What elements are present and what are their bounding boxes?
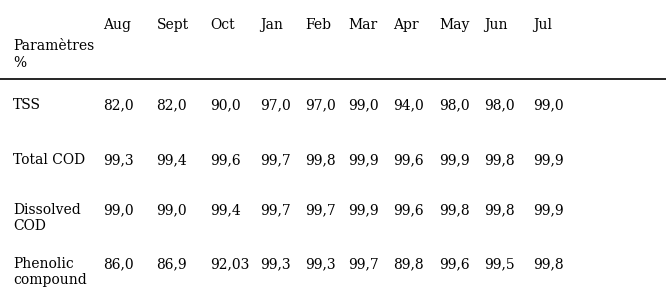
Text: 99,9: 99,9 [348,154,379,167]
Text: 82,0: 82,0 [103,98,134,112]
Text: 99,0: 99,0 [103,203,134,217]
Text: 99,9: 99,9 [533,203,563,217]
Text: Jul: Jul [533,18,552,32]
Text: 99,9: 99,9 [533,154,563,167]
Text: 99,0: 99,0 [157,203,187,217]
Text: 99,7: 99,7 [260,203,290,217]
Text: 90,0: 90,0 [210,98,240,112]
Text: 89,8: 89,8 [393,257,424,271]
Text: 94,0: 94,0 [393,98,424,112]
Text: Dissolved
COD: Dissolved COD [13,203,81,234]
Text: 99,6: 99,6 [393,154,424,167]
Text: 99,0: 99,0 [348,98,379,112]
Text: 99,4: 99,4 [157,154,187,167]
Text: 82,0: 82,0 [157,98,187,112]
Text: 99,9: 99,9 [348,203,379,217]
Text: Jun: Jun [484,18,507,32]
Text: 99,8: 99,8 [484,203,515,217]
Text: 99,7: 99,7 [305,203,336,217]
Text: Phenolic
compound: Phenolic compound [13,257,87,287]
Text: Total COD: Total COD [13,154,85,167]
Text: 99,3: 99,3 [305,257,336,271]
Text: 99,8: 99,8 [484,154,515,167]
Text: 99,3: 99,3 [260,257,290,271]
Text: 99,3: 99,3 [103,154,134,167]
Text: Jan: Jan [260,18,282,32]
Text: 92,03: 92,03 [210,257,249,271]
Text: 97,0: 97,0 [260,98,290,112]
Text: 99,9: 99,9 [440,154,470,167]
Text: 98,0: 98,0 [484,98,515,112]
Text: Mar: Mar [348,18,378,32]
Text: 99,7: 99,7 [260,154,290,167]
Text: 99,8: 99,8 [305,154,336,167]
Text: 99,6: 99,6 [393,203,424,217]
Text: 99,8: 99,8 [440,203,470,217]
Text: 99,0: 99,0 [533,98,563,112]
Text: Oct: Oct [210,18,234,32]
Text: 86,0: 86,0 [103,257,134,271]
Text: 99,6: 99,6 [440,257,470,271]
Text: Feb: Feb [305,18,331,32]
Text: 99,4: 99,4 [210,203,240,217]
Text: 97,0: 97,0 [305,98,336,112]
Text: Aug: Aug [103,18,131,32]
Text: May: May [440,18,470,32]
Text: Apr: Apr [393,18,418,32]
Text: TSS: TSS [13,98,41,112]
Text: 98,0: 98,0 [440,98,470,112]
Text: 99,6: 99,6 [210,154,240,167]
Text: 86,9: 86,9 [157,257,187,271]
Text: Paramètres
%: Paramètres % [13,39,95,69]
Text: 99,5: 99,5 [484,257,515,271]
Text: 99,7: 99,7 [348,257,379,271]
Text: Sept: Sept [157,18,188,32]
Text: 99,8: 99,8 [533,257,563,271]
